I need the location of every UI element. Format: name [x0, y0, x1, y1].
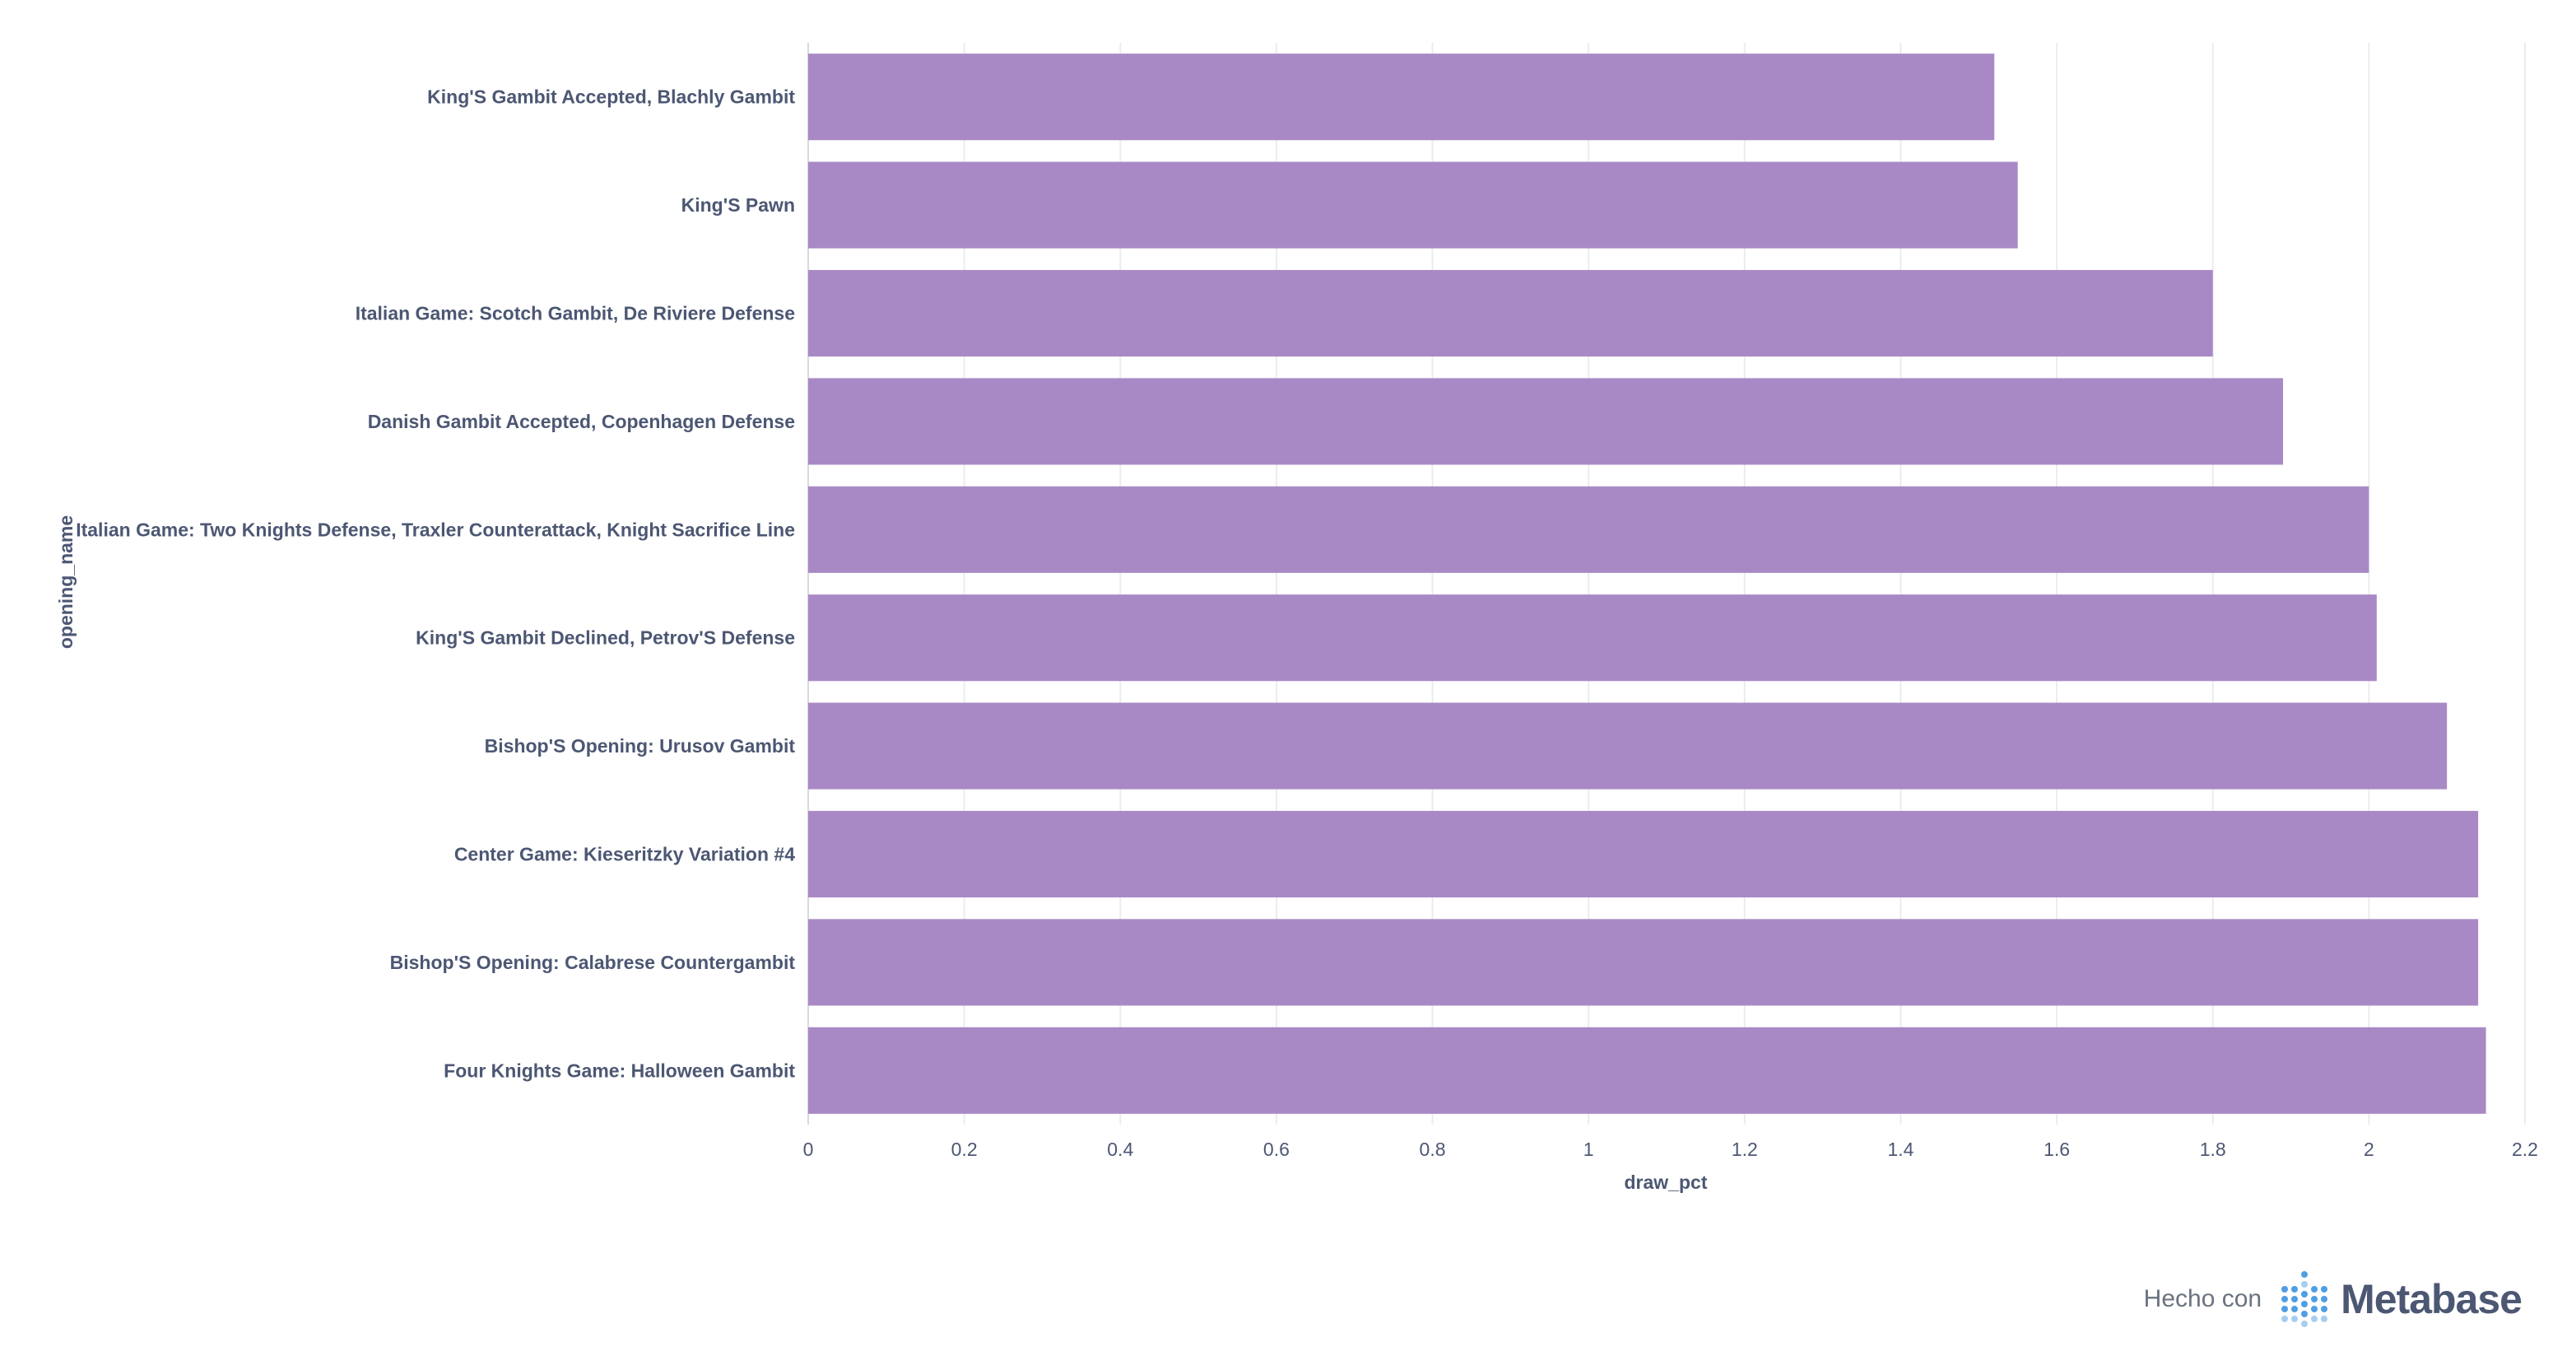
category-label: Italian Game: Two Knights Defense, Traxl…: [76, 519, 795, 540]
x-tick-label: 1.6: [2044, 1139, 2070, 1160]
x-axis-title: draw_pct: [1625, 1172, 1708, 1193]
bar[interactable]: [808, 486, 2369, 573]
bar[interactable]: [808, 594, 2377, 682]
metabase-dots-icon: [2281, 1271, 2328, 1327]
x-tick-label: 2: [2364, 1139, 2374, 1160]
x-tick-label: 0.2: [951, 1139, 978, 1160]
bar[interactable]: [808, 810, 2479, 898]
x-tick-label: 0.4: [1107, 1139, 1133, 1160]
x-tick-label: 1: [1583, 1139, 1594, 1160]
footer-attribution: Hecho con Metabase: [2143, 1269, 2523, 1329]
metabase-wordmark: Metabase: [2341, 1276, 2523, 1322]
bar[interactable]: [808, 702, 2448, 790]
category-label: Danish Gambit Accepted, Copenhagen Defen…: [368, 411, 795, 432]
bar[interactable]: [808, 54, 1995, 141]
x-tick-label: 0.6: [1263, 1139, 1290, 1160]
bar[interactable]: [808, 919, 2479, 1006]
bar[interactable]: [808, 161, 2018, 249]
x-tick-label: 1.2: [1732, 1139, 1758, 1160]
bar[interactable]: [808, 1027, 2486, 1114]
x-tick-labels: 0 0.2 0.4 0.6 0.8 1 1.2 1.4 1.6 1.8 2 2.2: [803, 1139, 2538, 1160]
bar[interactable]: [808, 269, 2213, 357]
bar[interactable]: [808, 378, 2284, 465]
category-labels: King'S Gambit Accepted, Blachly Gambit Ki…: [76, 86, 795, 1082]
bars: [808, 54, 2486, 1114]
category-label: Bishop'S Opening: Calabrese Countergambi…: [390, 952, 796, 973]
category-label: Four Knights Game: Halloween Gambit: [444, 1060, 795, 1081]
x-tick-label: 0.8: [1420, 1139, 1446, 1160]
y-axis-title: opening_name: [55, 515, 77, 649]
category-label: Bishop'S Opening: Urusov Gambit: [485, 735, 796, 757]
category-label: King'S Pawn: [681, 194, 795, 216]
category-label: Center Game: Kieseritzky Variation #4: [454, 844, 795, 865]
made-with-text: Hecho con: [2143, 1285, 2262, 1312]
x-tick-label: 1.4: [1887, 1139, 1913, 1160]
category-label: King'S Gambit Accepted, Blachly Gambit: [427, 86, 795, 108]
x-tick-label: 0: [803, 1139, 814, 1160]
x-tick-label: 1.8: [2200, 1139, 2226, 1160]
category-label: Italian Game: Scotch Gambit, De Riviere …: [356, 303, 795, 324]
x-tick-label: 2.2: [2512, 1139, 2538, 1160]
metabase-logo[interactable]: Metabase: [2280, 1269, 2523, 1329]
category-label: King'S Gambit Declined, Petrov'S Defense: [416, 627, 795, 649]
